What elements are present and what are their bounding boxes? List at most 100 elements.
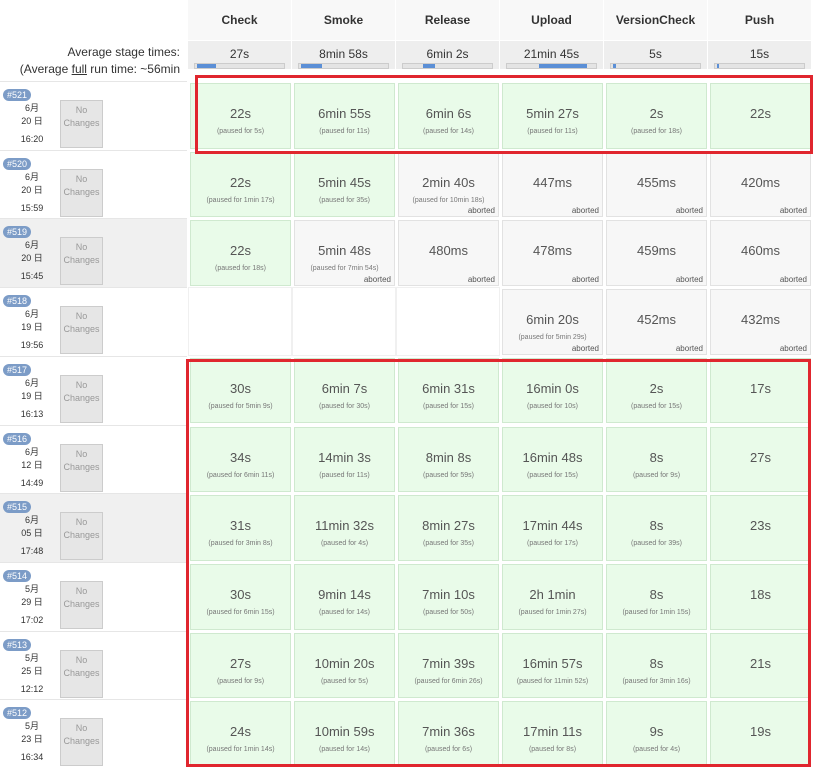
stage-cell[interactable]: 2s (paused for 18s) [606, 83, 707, 149]
paused-time: (paused for 5min 29s) [518, 334, 587, 342]
paused-time: (paused for 3min 16s) [622, 677, 691, 685]
stage-cell[interactable]: 18s [710, 563, 811, 630]
stage-cell[interactable]: 5min 45s (paused for 35s) [294, 151, 395, 218]
stage-cell[interactable]: 420ms aborted [710, 151, 811, 218]
stage-cell[interactable]: 6min 7s (paused for 30s) [294, 357, 395, 424]
stage-cell[interactable]: 8s (paused for 9s) [606, 426, 707, 493]
stage-cell[interactable]: 7min 10s (paused for 50s) [398, 563, 499, 630]
duration: 6min 7s [321, 380, 368, 396]
build-date: 6月 20 日 [21, 240, 43, 264]
empty-cell [396, 287, 500, 356]
build-badge[interactable]: #516 [3, 432, 32, 445]
stage-cell[interactable]: 27s (paused for 9s) [190, 632, 291, 699]
stage-cell[interactable]: 10min 20s (paused for 5s) [294, 632, 395, 699]
stage-cell[interactable]: 459ms aborted [606, 220, 707, 287]
stage-cell[interactable]: 460ms aborted [710, 220, 811, 287]
stage-cell[interactable]: 7min 39s (paused for 6min 26s) [398, 632, 499, 699]
stage-cell[interactable]: 9min 14s (paused for 14s) [294, 563, 395, 630]
stage-cell[interactable]: 8s (paused for 1min 15s) [606, 563, 707, 630]
stage-cell[interactable]: 31s (paused for 3min 8s) [190, 495, 291, 561]
stage-cell[interactable]: 6min 20s (paused for 5min 29s) aborted [502, 289, 603, 355]
build-badge[interactable]: #518 [3, 295, 32, 308]
stage-cell[interactable]: 10min 59s (paused for 14s) [294, 701, 395, 767]
paused-time: (paused for 39s) [631, 540, 682, 548]
stage-cell[interactable]: 16min 57s (paused for 11min 52s) [502, 632, 603, 699]
stage-cell[interactable]: 22s (paused for 18s) [190, 220, 291, 287]
stage-cell[interactable]: 19s [710, 701, 811, 767]
stage-cell[interactable]: 5min 48s (paused for 7min 54s) aborted [294, 220, 395, 287]
build-time: 14:49 [20, 477, 44, 488]
stage-cell[interactable]: 16min 48s (paused for 15s) [502, 426, 603, 493]
stage-cell[interactable]: 17s [710, 357, 811, 424]
no-changes: No Changes [60, 512, 103, 561]
paused-time: (paused for 1min 15s) [622, 608, 691, 616]
no-changes: No Changes [60, 718, 103, 767]
paused-time: (paused for 18s) [631, 128, 682, 135]
status: aborted [779, 343, 807, 353]
paused-time: (paused for 6min 26s) [414, 677, 483, 685]
build-time: 16:13 [20, 408, 44, 419]
stage-cell[interactable]: 24s (paused for 1min 14s) [190, 701, 291, 767]
stage-cell[interactable]: 16min 0s (paused for 10s) [502, 357, 603, 424]
paused-time: (paused for 1min 17s) [206, 196, 275, 204]
build-badge[interactable]: #520 [3, 157, 32, 170]
build-time: 19:56 [20, 340, 44, 351]
stage-cell[interactable]: 9s (paused for 4s) [606, 701, 707, 767]
stage-cell[interactable]: 8s (paused for 3min 16s) [606, 632, 707, 699]
build-badge[interactable]: #515 [3, 501, 32, 514]
average-bar [194, 63, 285, 69]
paused-time: (paused for 1min 27s) [518, 608, 587, 616]
average-bar [714, 63, 805, 69]
stage-cell[interactable]: 11min 32s (paused for 4s) [294, 495, 395, 561]
stage-cell[interactable]: 2s (paused for 15s) [606, 357, 707, 424]
build-badge[interactable]: #514 [3, 569, 32, 582]
duration: 478ms [532, 243, 573, 259]
stage-cell[interactable]: 480ms aborted [398, 220, 499, 287]
stage-cell[interactable]: 7min 36s (paused for 6s) [398, 701, 499, 767]
highlight-box [186, 359, 811, 767]
stage-cell[interactable]: 5min 27s (paused for 11s) [502, 83, 603, 149]
stage-cell[interactable]: 2h 1min (paused for 1min 27s) [502, 563, 603, 630]
stage-cell[interactable]: 22s [710, 83, 811, 149]
stage-cell[interactable]: 447ms aborted [502, 151, 603, 218]
build-badge[interactable]: #513 [3, 638, 32, 651]
stage-cell[interactable]: 22s (paused for 5s) [190, 83, 291, 149]
build-badge[interactable]: #519 [3, 226, 32, 239]
stage-cell[interactable]: 21s [710, 632, 811, 699]
no-changes: No Changes [60, 443, 103, 492]
stage-cell[interactable]: 22s (paused for 1min 17s) [190, 151, 291, 218]
stage-cell[interactable]: 30s (paused for 6min 15s) [190, 563, 291, 630]
stage-cell[interactable]: 2min 40s (paused for 10min 18s) aborted [398, 151, 499, 218]
status: aborted [571, 275, 599, 285]
stage-cell[interactable]: 14min 3s (paused for 11s) [294, 426, 395, 493]
stage-cell[interactable]: 6min 6s (paused for 14s) [398, 83, 499, 149]
build-badge[interactable]: #512 [3, 707, 32, 720]
stage-cell[interactable]: 17min 44s (paused for 17s) [502, 495, 603, 561]
status: aborted [675, 206, 703, 216]
stage-cell[interactable]: 6min 31s (paused for 15s) [398, 357, 499, 424]
stage-cell[interactable]: 432ms aborted [710, 289, 811, 355]
stage-cell[interactable]: 6min 55s (paused for 11s) [294, 83, 395, 149]
duration: 447ms [532, 174, 573, 190]
stage-cell[interactable]: 30s (paused for 5min 9s) [190, 357, 291, 424]
stage-cell[interactable]: 8min 8s (paused for 59s) [398, 426, 499, 493]
paused-time: (paused for 7min 54s) [310, 265, 379, 273]
full-link[interactable]: full [71, 62, 87, 76]
stage-cell[interactable]: 455ms aborted [606, 151, 707, 218]
duration: 18s [750, 586, 771, 602]
stage-cell[interactable]: 8min 27s (paused for 35s) [398, 495, 499, 561]
paused-time: (paused for 9s) [632, 471, 681, 479]
duration: 455ms [636, 174, 677, 190]
average-time: 15s [708, 41, 812, 69]
average-bar-fill [196, 64, 217, 68]
build-badge[interactable]: #517 [3, 363, 32, 376]
stage-cell[interactable]: 452ms aborted [606, 289, 707, 355]
stage-cell[interactable]: 27s [710, 426, 811, 493]
stage-cell[interactable]: 34s (paused for 6min 11s) [190, 426, 291, 493]
stage-cell[interactable]: 8s (paused for 39s) [606, 495, 707, 561]
average-bar-fill [539, 64, 588, 68]
build-badge[interactable]: #521 [3, 89, 32, 101]
average-value: 6min 2s [426, 47, 469, 61]
stage-cell[interactable]: 23s [710, 495, 811, 561]
stage-cell[interactable]: 478ms aborted [502, 220, 603, 287]
